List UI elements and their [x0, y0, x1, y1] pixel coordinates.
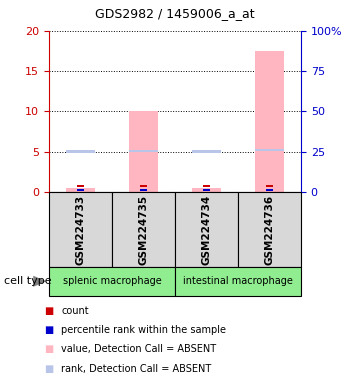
Bar	[129, 111, 158, 192]
Text: ■: ■	[44, 364, 54, 374]
Text: GSM224736: GSM224736	[265, 194, 274, 265]
Bar	[129, 150, 158, 152]
Bar	[193, 188, 221, 192]
Bar	[203, 185, 210, 187]
Bar	[255, 51, 284, 192]
Bar	[77, 189, 84, 191]
Text: GSM224735: GSM224735	[139, 194, 148, 265]
Text: GSM224733: GSM224733	[76, 194, 85, 265]
Bar	[49, 267, 175, 296]
Text: value, Detection Call = ABSENT: value, Detection Call = ABSENT	[61, 344, 216, 354]
Bar	[193, 151, 221, 153]
Bar	[140, 185, 147, 187]
Polygon shape	[33, 276, 47, 287]
Text: count: count	[61, 306, 89, 316]
Bar	[203, 189, 210, 191]
Text: GSM224734: GSM224734	[202, 194, 211, 265]
Bar	[112, 192, 175, 267]
Text: splenic macrophage: splenic macrophage	[63, 276, 161, 286]
Text: cell type: cell type	[4, 276, 51, 286]
Text: ■: ■	[44, 344, 54, 354]
Text: GDS2982 / 1459006_a_at: GDS2982 / 1459006_a_at	[95, 7, 255, 20]
Text: ■: ■	[44, 325, 54, 335]
Bar	[77, 185, 84, 187]
Bar	[66, 151, 94, 153]
Text: percentile rank within the sample: percentile rank within the sample	[61, 325, 226, 335]
Text: ■: ■	[44, 306, 54, 316]
Bar	[266, 185, 273, 187]
Bar	[238, 192, 301, 267]
Bar	[255, 149, 284, 151]
Text: intestinal macrophage: intestinal macrophage	[183, 276, 293, 286]
Bar	[66, 188, 94, 192]
Bar	[175, 267, 301, 296]
Bar	[266, 189, 273, 191]
Text: rank, Detection Call = ABSENT: rank, Detection Call = ABSENT	[61, 364, 211, 374]
Bar	[140, 189, 147, 191]
Bar	[175, 192, 238, 267]
Bar	[49, 192, 112, 267]
